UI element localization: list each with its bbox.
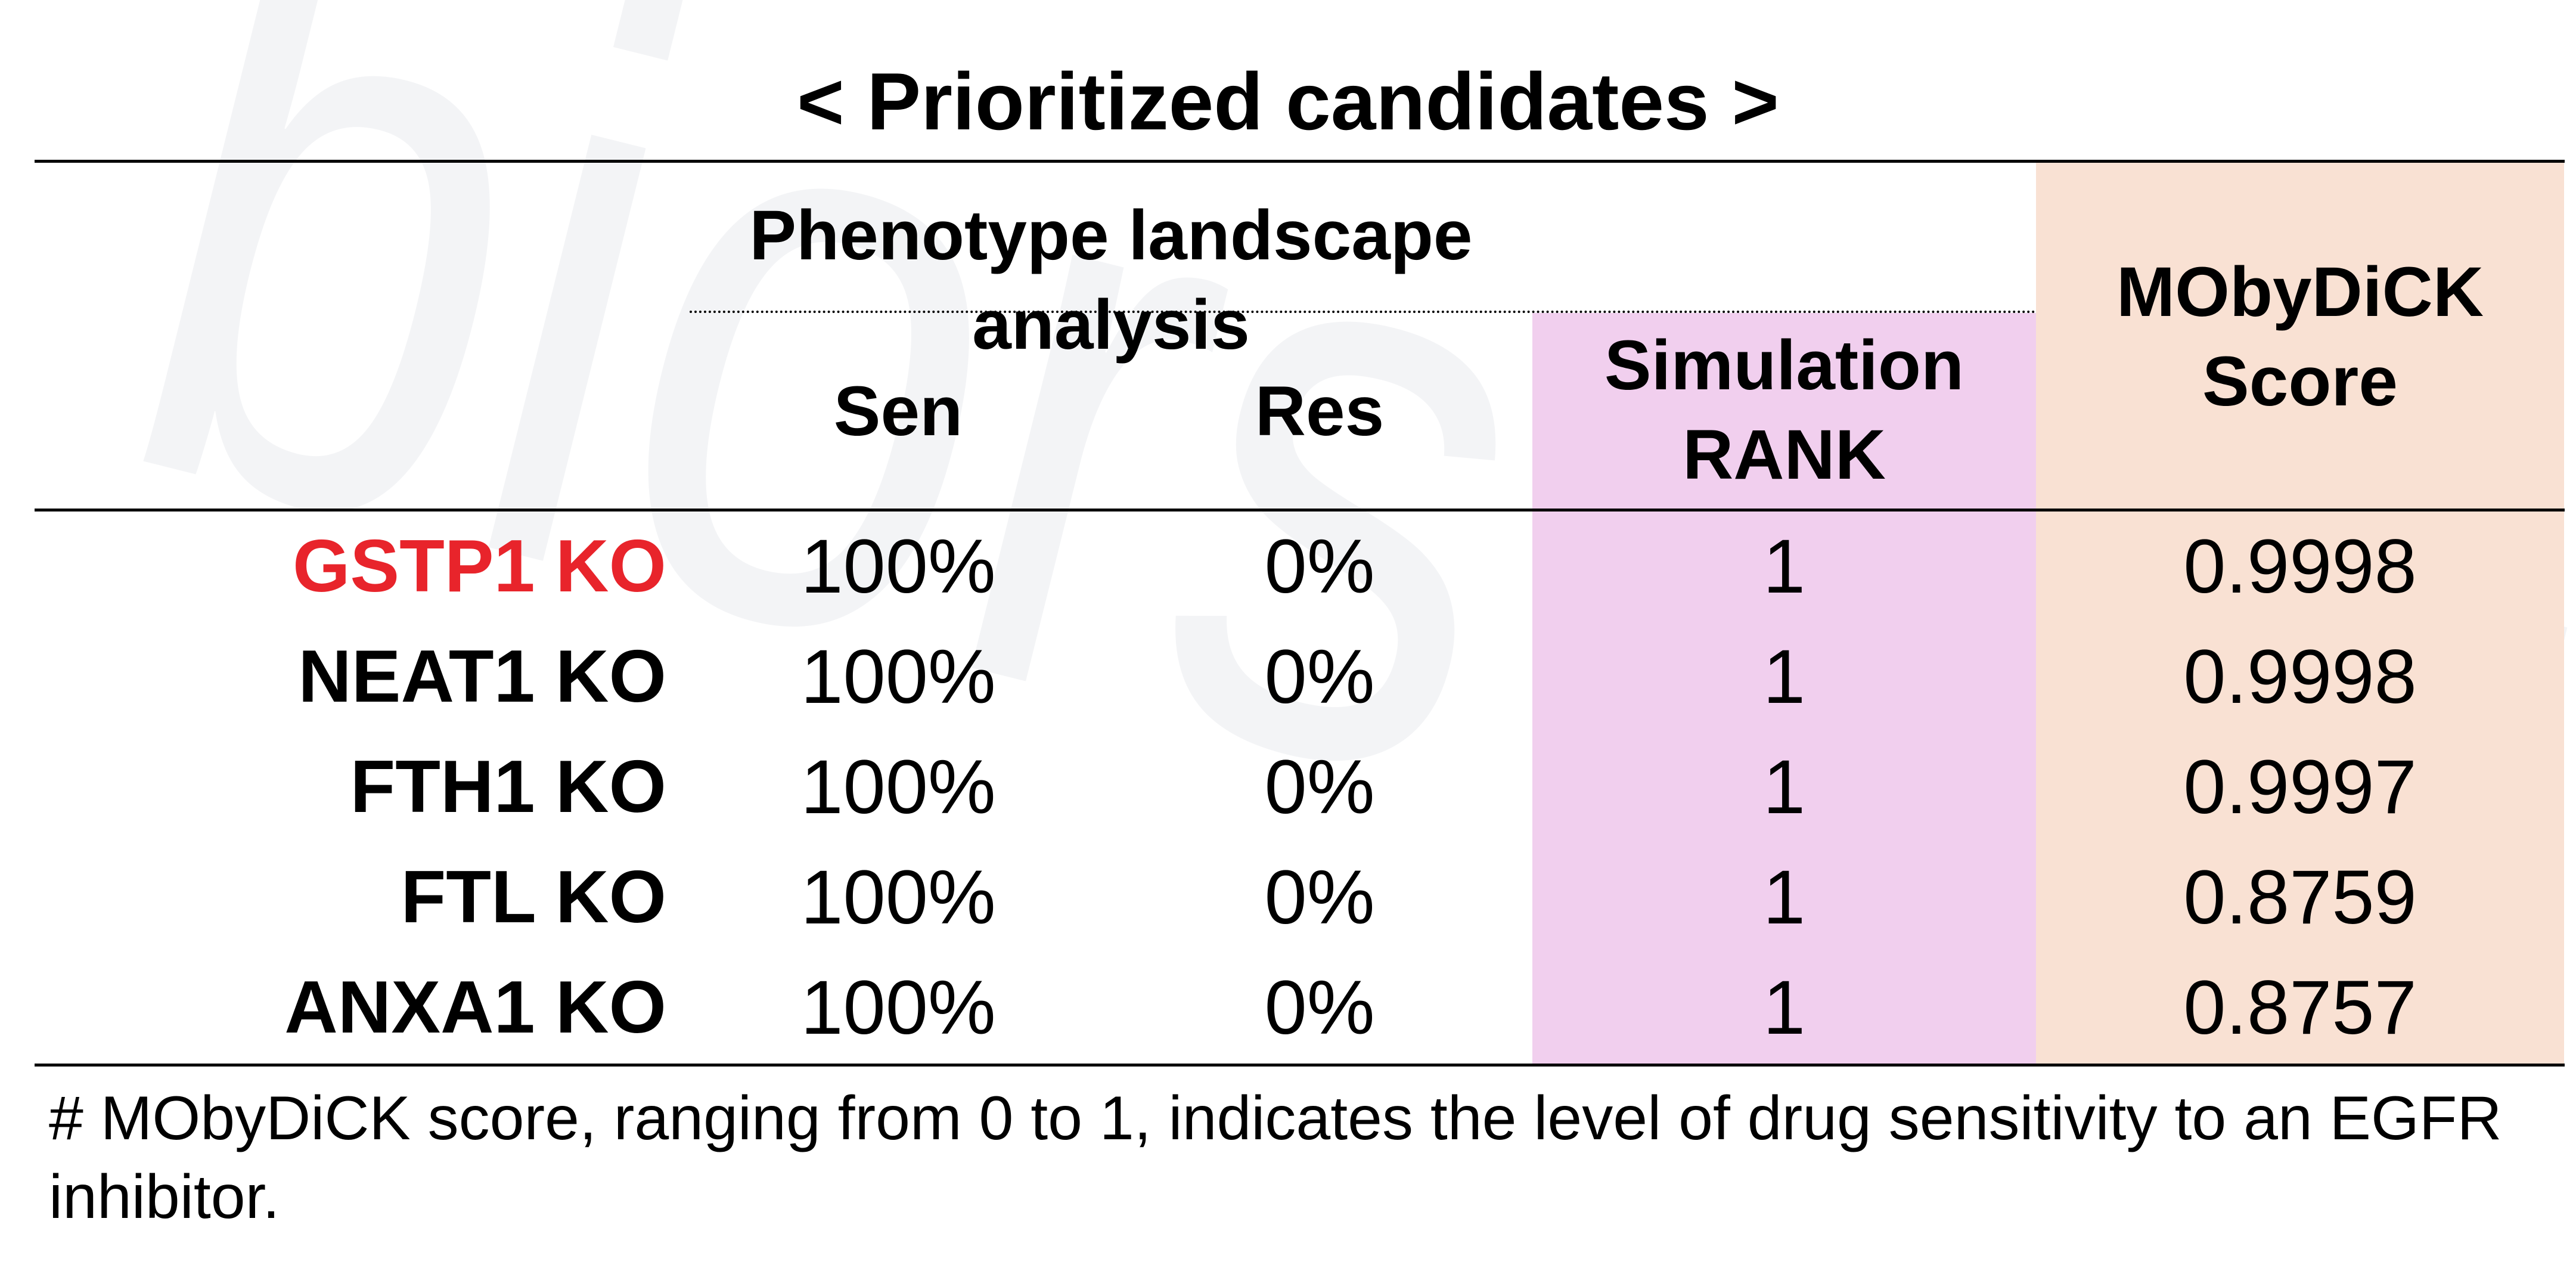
score-header-line1: MObyDiCK [2116,253,2484,331]
simulation-rank-value: 1 [1762,965,1806,1050]
res-value: 0% [1264,634,1375,720]
table-top-rule [35,160,2565,163]
footnote: # MObyDiCK score, ranging from 0 to 1, i… [49,1084,2502,1232]
simulation-rank-column-shade [1532,313,2036,1065]
sen-value: 100% [800,855,996,940]
table-body: GSTP1 KO 100% 0% 1 0.9998 NEAT1 KO 100% … [35,512,2565,1063]
res-value: 0% [1264,524,1375,609]
sen-value: 100% [800,745,996,830]
table-row: ANXA1 KO 100% 0% 1 0.8757 [35,953,2565,1063]
score-column-header: MObyDiCK Score [2036,247,2564,426]
res-value: 0% [1264,745,1375,830]
page-title: < Prioritized candidates > [797,56,1779,147]
candidate-name: ANXA1 KO [284,966,666,1049]
score-value: 0.8757 [2183,965,2417,1050]
score-value: 0.8759 [2183,855,2417,940]
score-column-shade [2036,161,2564,1065]
header-bottom-rule [35,509,2565,512]
simulation-rank-column-header: Simulation RANK [1532,321,2036,500]
table-row: FTH1 KO 100% 0% 1 0.9997 [35,732,2565,842]
candidate-name: GSTP1 KO [292,525,666,607]
phenotype-group-header: Phenotype landscape analysis [749,196,1473,364]
simulation-rank-value: 1 [1762,524,1806,609]
table-row: NEAT1 KO 100% 0% 1 0.9998 [35,622,2565,732]
candidate-name: FTH1 KO [350,746,666,828]
table-row: GSTP1 KO 100% 0% 1 0.9998 [35,512,2565,622]
simulation-rank-value: 1 [1762,634,1806,720]
res-column-header: Res [1255,372,1385,451]
score-value: 0.9997 [2183,745,2417,830]
table-bottom-rule [35,1064,2565,1067]
simulation-rank-header-line1: Simulation [1604,326,1964,405]
group-header-dotted-rule [690,311,2036,313]
candidate-name: NEAT1 KO [298,636,666,718]
res-value: 0% [1264,855,1375,940]
score-value: 0.9998 [2183,634,2417,720]
simulation-rank-value: 1 [1762,855,1806,940]
sen-value: 100% [800,634,996,720]
simulation-rank-value: 1 [1762,745,1806,830]
table-row: FTL KO 100% 0% 1 0.8759 [35,842,2565,953]
score-value: 0.9998 [2183,524,2417,609]
simulation-rank-header-line2: RANK [1683,416,1886,494]
sen-value: 100% [800,524,996,609]
sen-value: 100% [800,965,996,1050]
sen-column-header: Sen [833,372,963,451]
score-header-line2: Score [2202,342,2398,421]
candidate-name: FTL KO [401,856,666,938]
res-value: 0% [1264,965,1375,1050]
